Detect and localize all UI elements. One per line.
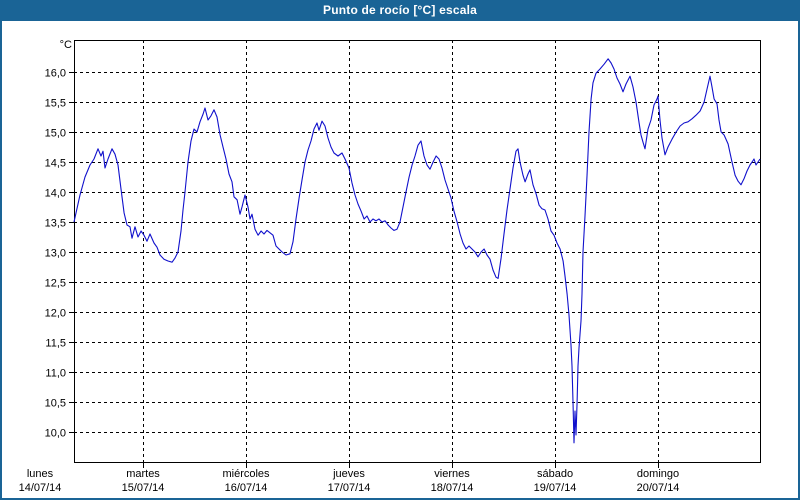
axis-labels: 16,0 15,5 15,0 14,5 14,0 13,5 13,0 12,5 12,0 11,5…	[19, 39, 680, 494]
x-day-name-label: sábado	[537, 468, 573, 480]
y-tick-label: 15,0	[45, 128, 66, 140]
y-tick-label: 13,5	[45, 218, 66, 230]
x-day-name-label: viernes	[434, 468, 470, 480]
y-tick-label: 14,5	[45, 158, 66, 170]
x-day-date-label: 15/07/14	[122, 482, 165, 494]
series-line-dewpoint	[73, 58, 761, 444]
y-tick-label: 11,5	[45, 338, 66, 350]
y-tick-label: 12,5	[45, 278, 66, 290]
axis-ticks	[69, 72, 659, 468]
y-tick-label: 13,0	[45, 248, 66, 260]
y-tick-label: 12,0	[45, 308, 66, 320]
y-tick-label: 16,0	[45, 68, 66, 80]
x-day-name-label: martes	[126, 468, 160, 480]
x-day-name-label: domingo	[637, 468, 679, 480]
y-tick-label: 11,0	[45, 368, 66, 380]
x-day-date-label: 14/07/14	[19, 482, 62, 494]
y-tick-label: 14,0	[45, 188, 66, 200]
title-bar: Punto de rocío [°C] escala	[0, 0, 800, 21]
x-day-date-label: 16/07/14	[225, 482, 268, 494]
y-tick-label: 15,5	[45, 98, 66, 110]
x-day-date-label: 19/07/14	[534, 482, 577, 494]
y-axis-unit-label: °C	[60, 39, 72, 51]
x-day-date-label: 17/07/14	[328, 482, 371, 494]
gridlines	[74, 40, 760, 462]
y-tick-label: 10,5	[45, 398, 66, 410]
plot-border	[74, 40, 761, 463]
window-title: Punto de rocío [°C] escala	[322, 3, 478, 17]
x-day-name-label: miércoles	[222, 468, 270, 480]
x-day-date-label: 18/07/14	[431, 482, 474, 494]
x-day-name-label: lunes	[27, 468, 54, 480]
x-day-date-label: 20/07/14	[637, 482, 680, 494]
y-tick-label: 10,0	[45, 428, 66, 440]
x-day-name-label: jueves	[332, 468, 365, 480]
